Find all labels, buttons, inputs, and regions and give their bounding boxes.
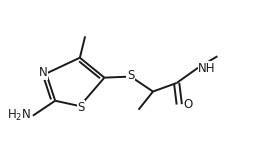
Text: O: O xyxy=(183,98,193,111)
Text: N: N xyxy=(39,66,47,79)
Text: NH: NH xyxy=(198,61,216,75)
Text: S: S xyxy=(77,101,85,114)
Text: H$_2$N: H$_2$N xyxy=(7,108,31,123)
Text: S: S xyxy=(127,69,134,82)
